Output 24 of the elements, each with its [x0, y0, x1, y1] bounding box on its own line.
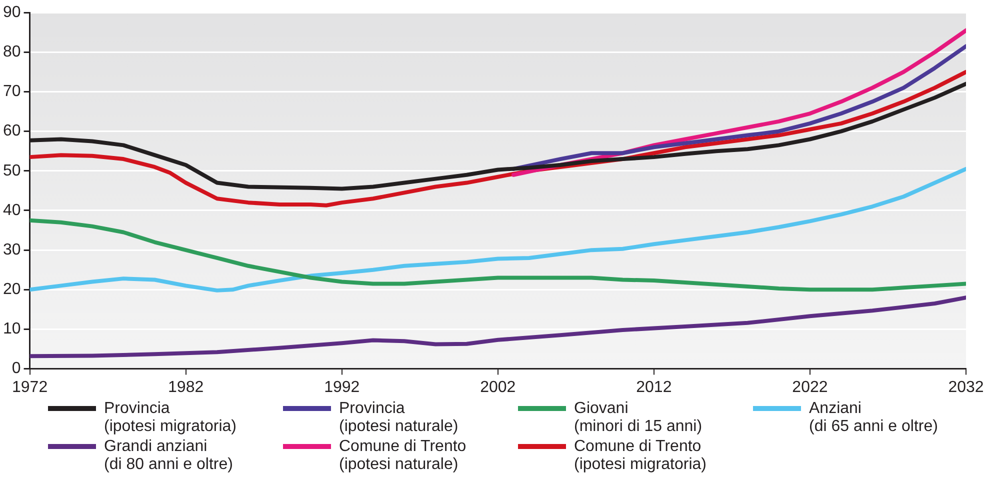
y-tick-label: 60 — [3, 122, 21, 140]
x-tick-label: 1992 — [324, 378, 360, 396]
legend-label: Anziani (di 65 anni e oltre) — [809, 400, 938, 436]
x-tick-label: 2022 — [792, 378, 828, 396]
legend-label: Giovani (minori di 15 anni) — [574, 400, 702, 436]
legend-label: Provincia (ipotesi migratoria) — [104, 400, 236, 436]
legend-label: Grandi anziani (di 80 anni e oltre) — [104, 438, 233, 474]
y-tick-label: 80 — [3, 44, 21, 61]
x-tick-label: 2002 — [480, 378, 516, 396]
y-tick-label: 40 — [3, 202, 21, 219]
legend-label: Comune di Trento (ipotesi naturale) — [339, 438, 466, 474]
x-tick-label: 2012 — [636, 378, 672, 396]
y-tick-label: 90 — [3, 4, 21, 22]
x-tick-label: 2032 — [948, 378, 984, 396]
y-tick-label: 20 — [3, 281, 21, 298]
y-tick-label: 10 — [3, 320, 21, 338]
y-tick-label: 70 — [3, 83, 21, 100]
y-tick-label: 30 — [3, 241, 21, 258]
legend-label: Provincia (ipotesi naturale) — [339, 400, 458, 436]
legend-label: Comune di Trento (ipotesi migratoria) — [574, 438, 706, 474]
y-tick-label: 50 — [3, 162, 21, 180]
x-tick-label: 1982 — [168, 378, 204, 396]
y-tick-label: 0 — [12, 360, 21, 378]
x-tick-label: 1972 — [12, 378, 48, 396]
